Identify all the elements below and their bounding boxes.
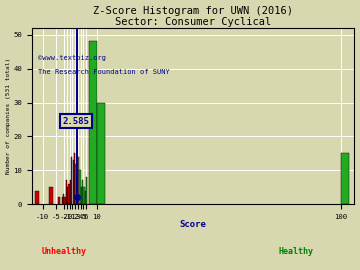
Y-axis label: Number of companies (531 total): Number of companies (531 total) <box>5 58 10 174</box>
Bar <box>71 157 72 204</box>
Bar <box>67 187 68 204</box>
Bar <box>75 164 76 204</box>
Bar <box>68 184 70 204</box>
Text: ©www.textbiz.org: ©www.textbiz.org <box>38 55 106 61</box>
Bar <box>66 181 67 204</box>
Bar <box>82 181 83 204</box>
Bar <box>89 42 96 204</box>
Text: 2.585: 2.585 <box>63 117 90 126</box>
Bar <box>35 191 39 204</box>
Bar <box>58 197 59 204</box>
Bar <box>97 103 105 204</box>
X-axis label: Score: Score <box>180 220 207 229</box>
Bar <box>85 191 86 204</box>
Bar <box>84 187 85 204</box>
Bar <box>79 170 81 204</box>
Bar <box>341 153 349 204</box>
Bar <box>70 181 71 204</box>
Title: Z-Score Histogram for UWN (2016)
Sector: Consumer Cyclical: Z-Score Histogram for UWN (2016) Sector:… <box>93 6 293 27</box>
Text: Unhealthy: Unhealthy <box>41 247 86 256</box>
Text: Healthy: Healthy <box>279 247 314 256</box>
Bar <box>74 153 75 204</box>
Bar <box>73 160 74 204</box>
Bar <box>64 197 66 204</box>
Text: The Research Foundation of SUNY: The Research Foundation of SUNY <box>38 69 170 75</box>
Bar <box>62 197 63 204</box>
Bar <box>63 194 64 204</box>
Bar <box>86 177 87 204</box>
Bar <box>49 187 53 204</box>
Bar <box>77 197 78 204</box>
Bar <box>78 157 79 204</box>
Bar <box>81 187 82 204</box>
